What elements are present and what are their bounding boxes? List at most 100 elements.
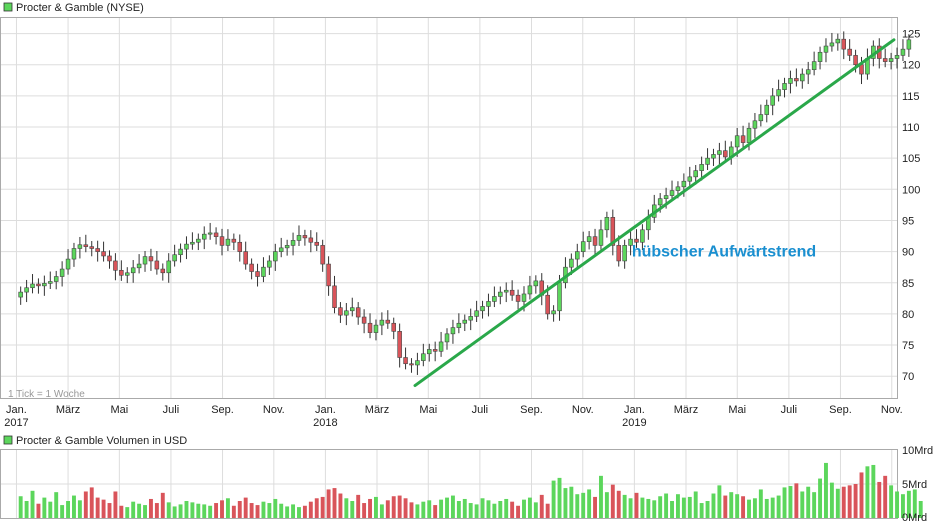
volume-bar bbox=[421, 501, 426, 518]
candle-up bbox=[557, 282, 562, 312]
volume-bar bbox=[693, 491, 698, 518]
volume-bar bbox=[599, 475, 603, 518]
candle-up bbox=[207, 232, 213, 235]
volume-bar bbox=[18, 496, 23, 518]
price-y-tick-label: 95 bbox=[902, 215, 914, 227]
candle-up bbox=[675, 186, 681, 191]
volume-bar bbox=[184, 501, 189, 518]
candle-up bbox=[438, 341, 444, 352]
candle-up bbox=[344, 310, 349, 316]
volume-bar bbox=[770, 497, 775, 518]
volume-bar bbox=[853, 484, 858, 518]
candle-down bbox=[794, 78, 799, 82]
volume-bar bbox=[729, 492, 734, 518]
candle-down bbox=[148, 256, 154, 262]
candle-up bbox=[373, 324, 379, 333]
candle-up bbox=[284, 245, 290, 249]
volume-bar bbox=[480, 498, 485, 518]
volume-legend-box bbox=[3, 435, 13, 445]
candle-up bbox=[421, 353, 426, 361]
volume-bar bbox=[918, 501, 923, 518]
price-y-tick-label: 100 bbox=[902, 184, 920, 196]
volume-bar bbox=[741, 496, 746, 518]
candle-up bbox=[835, 38, 841, 44]
candle-up bbox=[77, 244, 83, 249]
volume-bar bbox=[332, 488, 337, 518]
tick-note: 1 Tick = 1 Woche bbox=[8, 389, 85, 400]
volume-bar bbox=[113, 491, 118, 518]
volume-bar bbox=[137, 503, 142, 518]
volume-bar bbox=[166, 502, 171, 518]
volume-bar bbox=[658, 496, 663, 518]
volume-bar bbox=[758, 489, 763, 518]
candle-up bbox=[533, 280, 539, 287]
volume-bar bbox=[800, 491, 805, 518]
volume-bar bbox=[320, 496, 325, 518]
volume-bar bbox=[711, 493, 716, 518]
candle-up bbox=[65, 258, 71, 270]
volume-bar bbox=[782, 487, 787, 518]
volume-y-tick-label: 0Mrd bbox=[902, 512, 927, 524]
volume-bar bbox=[812, 492, 817, 518]
candle-up bbox=[586, 236, 592, 242]
volume-bar bbox=[60, 505, 65, 518]
volume-bar bbox=[279, 503, 284, 518]
volume-bar bbox=[752, 498, 757, 518]
candle-down bbox=[545, 294, 550, 315]
x-tick-label: Nov. bbox=[881, 404, 903, 416]
candle-down bbox=[385, 319, 391, 324]
volume-bar bbox=[824, 462, 828, 518]
volume-bar bbox=[273, 498, 278, 518]
candle-up bbox=[829, 42, 835, 47]
candle-down bbox=[95, 248, 100, 252]
candle-up bbox=[474, 310, 479, 317]
x-tick-year-label: 2018 bbox=[313, 417, 337, 429]
volume-bar bbox=[249, 503, 254, 518]
price-y-tick-label: 75 bbox=[902, 340, 914, 352]
volume-bar bbox=[889, 485, 894, 518]
candle-up bbox=[752, 120, 758, 129]
candle-up bbox=[261, 266, 266, 277]
candle-up bbox=[450, 327, 456, 335]
volume-bar bbox=[154, 503, 159, 518]
volume-bar bbox=[391, 496, 396, 518]
candle-up bbox=[444, 333, 450, 343]
candle-down bbox=[89, 246, 94, 249]
volume-bar bbox=[581, 492, 586, 518]
volume-y-ticks: 0Mrd 5Mrd 10Mrd bbox=[902, 445, 933, 524]
volume-bar bbox=[54, 492, 59, 518]
price-y-tick-label: 125 bbox=[902, 29, 920, 41]
candle-up bbox=[770, 95, 775, 106]
candle-up bbox=[166, 260, 171, 274]
price-y-tick-label: 85 bbox=[902, 278, 914, 290]
candle-up bbox=[178, 248, 183, 256]
volume-bar bbox=[841, 486, 846, 518]
volume-bar bbox=[492, 503, 497, 518]
candle-up bbox=[693, 170, 698, 178]
price-candles bbox=[18, 31, 912, 375]
candle-up bbox=[823, 45, 829, 53]
candle-down bbox=[213, 232, 219, 237]
volume-bar bbox=[409, 502, 414, 518]
candle-up bbox=[657, 198, 663, 206]
volume-bar bbox=[368, 498, 372, 518]
price-y-tick-label: 70 bbox=[902, 371, 914, 383]
candle-down bbox=[83, 244, 89, 247]
candle-up bbox=[426, 349, 432, 355]
price-y-tick-label: 80 bbox=[902, 309, 914, 321]
volume-bar bbox=[587, 489, 592, 518]
candle-down bbox=[243, 251, 248, 265]
volume-bar bbox=[450, 495, 455, 518]
volume-bar bbox=[877, 481, 882, 518]
price-y-tick-label: 90 bbox=[902, 247, 914, 259]
candle-down bbox=[231, 238, 237, 243]
candle-up bbox=[817, 51, 823, 62]
candle-down bbox=[302, 235, 308, 239]
volume-bar bbox=[468, 503, 473, 518]
volume-bar bbox=[646, 498, 651, 518]
candle-down bbox=[119, 269, 124, 276]
volume-bar bbox=[344, 498, 349, 518]
candle-up bbox=[462, 319, 468, 324]
price-grid bbox=[1, 18, 897, 398]
